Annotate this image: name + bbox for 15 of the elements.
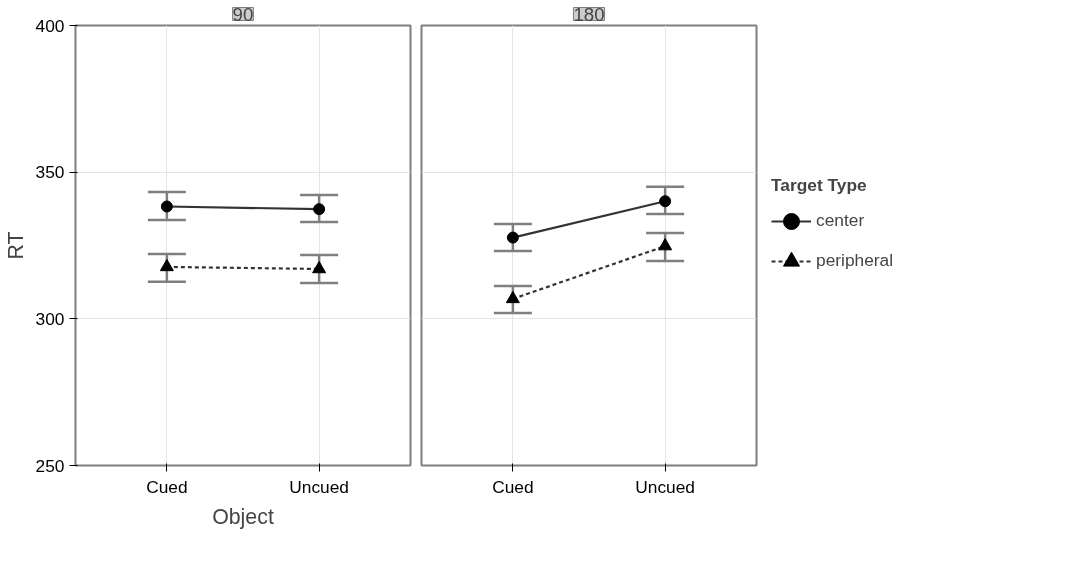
chart-title: 180 bbox=[573, 3, 605, 25]
x-tick-label: Uncued bbox=[289, 476, 350, 497]
y-tick-label: 350 bbox=[35, 162, 65, 183]
x-axis-title: Object bbox=[212, 504, 274, 529]
y-tick-label: 250 bbox=[35, 455, 65, 476]
legend-label: center bbox=[816, 210, 865, 231]
x-tick-label: Cued bbox=[492, 476, 534, 497]
chart-title: 90 bbox=[232, 3, 254, 25]
legend-title: Target Type bbox=[771, 174, 868, 196]
y-axis-title: RT bbox=[3, 231, 28, 260]
y-tick-label: 300 bbox=[35, 308, 65, 329]
legend-label: peripheral bbox=[816, 250, 894, 271]
x-tick-label: Uncued bbox=[635, 476, 696, 497]
x-tick-label: Cued bbox=[146, 476, 188, 497]
y-tick-label: 400 bbox=[35, 15, 65, 36]
